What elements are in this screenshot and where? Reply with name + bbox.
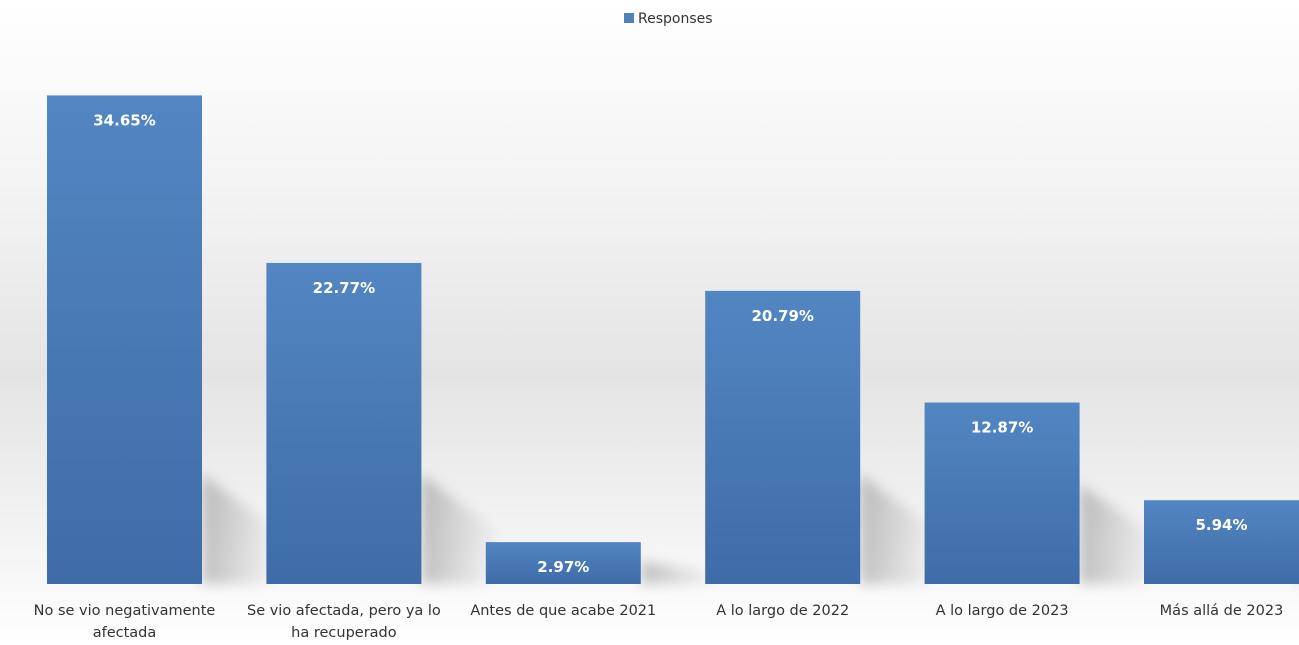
value-labels: 34.65% 22.77% 2.97% 20.79% 12.87% 5.94% xyxy=(93,111,1247,576)
data-label: 20.79% xyxy=(751,307,813,325)
category-label-line: A lo largo de 2022 xyxy=(716,603,849,619)
category-label: Se vio afectada, pero ya lo ha recuperado xyxy=(247,603,441,641)
legend: Responses xyxy=(624,11,713,27)
data-label: 12.87% xyxy=(971,419,1033,437)
category-label-line: ha recuperado xyxy=(291,625,397,641)
bar xyxy=(485,542,641,584)
bar-shadow xyxy=(640,560,721,584)
bar xyxy=(1144,500,1299,584)
bar xyxy=(705,290,861,584)
category-label-line: A lo largo de 2023 xyxy=(936,603,1069,619)
category-label: A lo largo de 2023 xyxy=(936,603,1069,619)
bar-shadow xyxy=(860,474,941,584)
category-label: Más allá de 2023 xyxy=(1160,603,1284,619)
data-label: 5.94% xyxy=(1195,516,1247,534)
category-label-line: afectada xyxy=(93,625,157,641)
category-labels: No se vio negativamente afectada Se vio af… xyxy=(34,603,1284,641)
bars xyxy=(47,95,1299,584)
bar-shadow xyxy=(1079,484,1160,584)
bar-shadows xyxy=(202,474,1160,584)
category-label: A lo largo de 2022 xyxy=(716,603,849,619)
bar xyxy=(266,262,422,584)
data-label: 2.97% xyxy=(537,558,589,576)
category-label-line: Se vio afectada, pero ya lo xyxy=(247,603,441,619)
bar-shadow xyxy=(202,474,282,584)
bar-shadow xyxy=(421,474,502,584)
category-label-line: No se vio negativamente xyxy=(34,603,216,619)
bar xyxy=(924,402,1080,584)
category-label-line: Más allá de 2023 xyxy=(1160,603,1284,619)
data-label: 22.77% xyxy=(313,279,375,297)
legend-label: Responses xyxy=(638,11,713,27)
legend-swatch xyxy=(624,13,634,23)
category-label-line: Antes de que acabe 2021 xyxy=(470,603,656,619)
category-label: Antes de que acabe 2021 xyxy=(470,603,656,619)
data-label: 34.65% xyxy=(93,111,155,129)
category-label: No se vio negativamente afectada xyxy=(34,603,216,641)
bar xyxy=(47,95,202,584)
